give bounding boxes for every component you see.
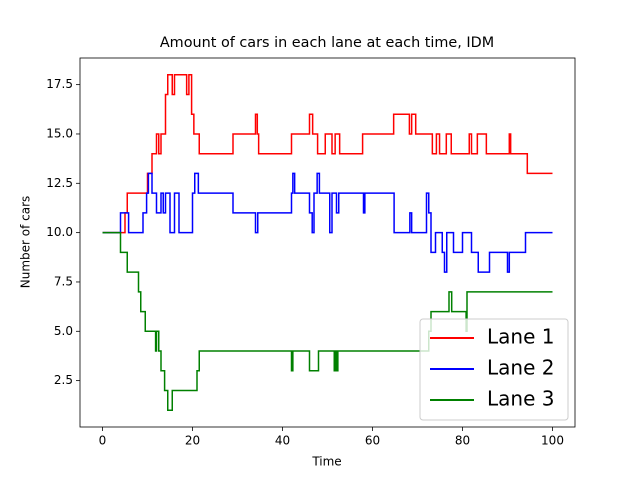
y-tick-label: 10.0	[46, 225, 73, 239]
legend-box	[419, 318, 569, 421]
series-line	[102, 74, 553, 234]
x-tick-label: 80	[455, 434, 470, 448]
x-tick-label: 100	[541, 434, 564, 448]
x-tick-label: 60	[365, 434, 380, 448]
x-axis-label: Time	[311, 455, 341, 469]
series-line	[102, 172, 553, 273]
chart-title: Amount of cars in each lane at each time…	[160, 35, 494, 51]
legend-label: Lane 3	[487, 387, 554, 411]
y-axis-label: Number of cars	[19, 196, 33, 289]
plot-frame	[79, 57, 576, 428]
y-tick-label: 17.5	[46, 77, 73, 91]
y-tick-label: 2.5	[54, 373, 73, 387]
y-tick-label: 15.0	[46, 126, 73, 140]
legend-label: Lane 2	[487, 356, 554, 380]
y-tick-label: 5.0	[54, 324, 73, 338]
legend-label: Lane 1	[487, 325, 554, 349]
x-tick-label: 20	[185, 434, 200, 448]
y-tick-label: 12.5	[46, 176, 73, 190]
x-tick-label: 0	[99, 434, 107, 448]
x-tick-label: 40	[275, 434, 290, 448]
y-tick-label: 7.5	[54, 274, 73, 288]
